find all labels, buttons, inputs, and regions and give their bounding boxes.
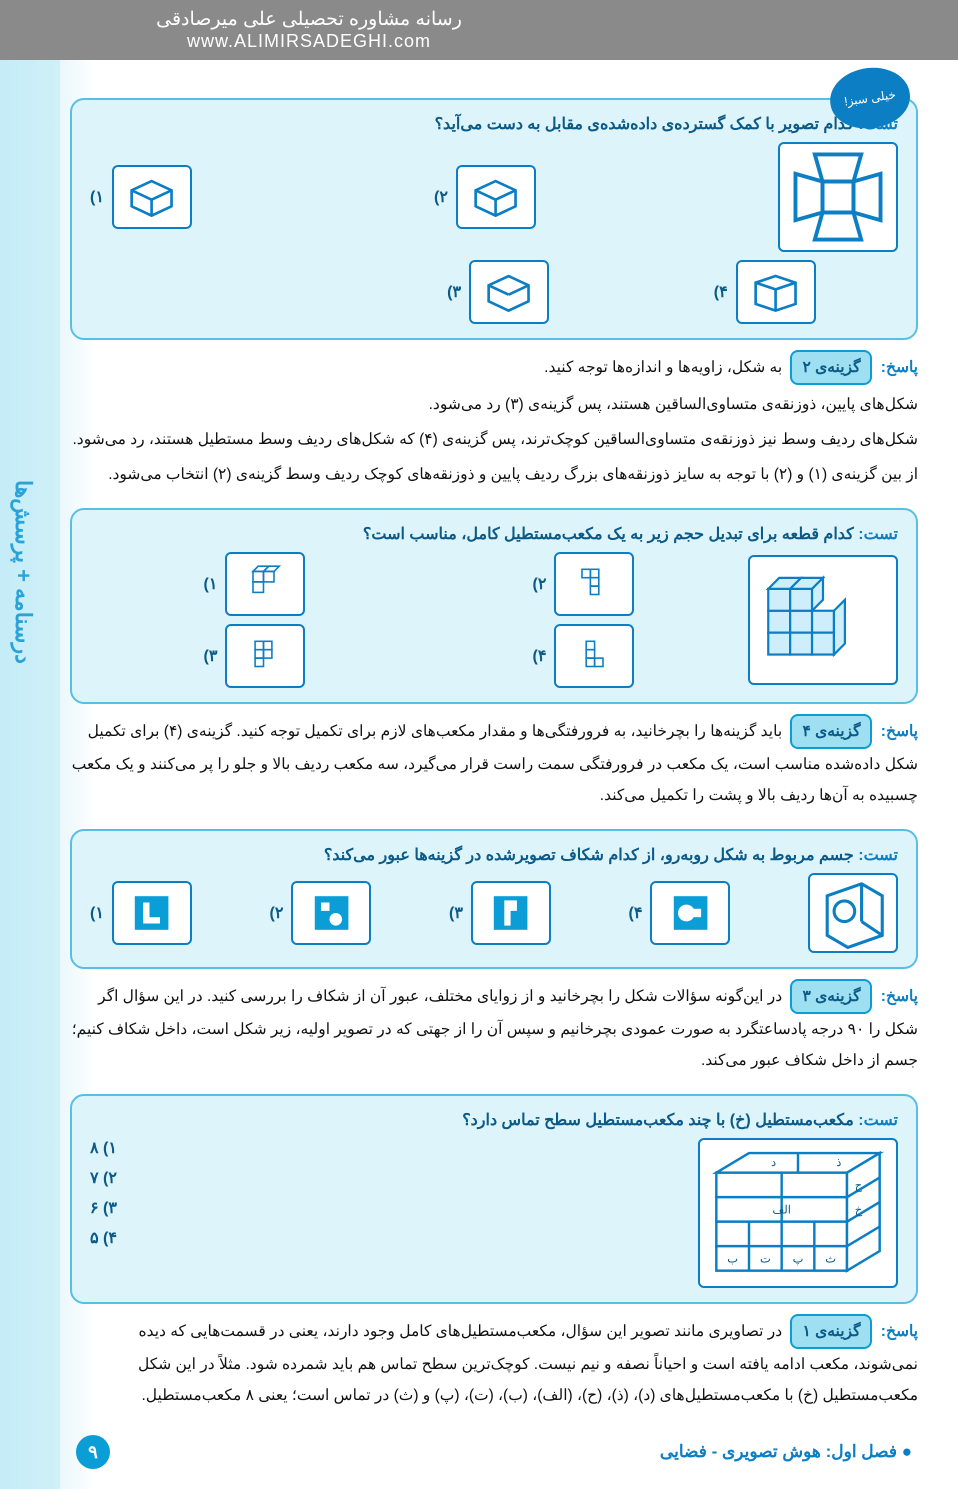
answer-badge: گزینه‌ی ۴ xyxy=(790,714,872,749)
q1-opt-4: ۴) xyxy=(714,260,816,324)
svg-text:الف: الف xyxy=(772,1204,790,1216)
footer: ● فصل اول: هوش تصویری - فضایی ۹ xyxy=(70,1435,918,1469)
q2-answer: پاسخ: گزینه‌ی ۴ باید گزینه‌ها را بچرخانی… xyxy=(70,714,918,811)
q1-exp3: از بین گزینه‌ی (۱) و (۲) با توجه به سایز… xyxy=(70,459,918,490)
q1-opt-2: ۲) xyxy=(434,142,536,252)
side-label: درسنامه + پرسش‌ها xyxy=(10,480,36,664)
q1-answer: پاسخ: گزینه‌ی ۲ به شکل، زاویه‌ها و انداز… xyxy=(70,350,918,385)
slot-icon xyxy=(291,881,371,945)
svg-text:ث: ث xyxy=(825,1253,836,1265)
banner-line2: www.ALIMIRSADEGHI.com xyxy=(20,31,938,52)
question-4: تست: مکعب‌مستطیل (خ) با چند مکعب‌مستطیل … xyxy=(70,1094,918,1304)
side-decoration xyxy=(0,60,60,1489)
q1-exp2: شکل‌های ردیف وسط نیز ذوزنقه‌ی متساوی‌الس… xyxy=(70,424,918,455)
cube-icon xyxy=(736,260,816,324)
q4-answer: پاسخ: گزینه‌ی ۱ در تصاویری مانند تصویر ا… xyxy=(70,1314,918,1411)
q4-opt-2: ۲) ۷ xyxy=(90,1168,117,1188)
q3-opt-2: ۲) xyxy=(270,881,372,945)
top-banner: رسانه مشاوره تحصیلی علی میرصادقی www.ALI… xyxy=(0,0,958,60)
q1-title: تست: کدام تصویر با کمک گسترده‌ی داده‌شده… xyxy=(90,114,898,134)
net-figure xyxy=(778,142,898,252)
q2-title: تست: کدام قطعه برای تبدیل حجم زیر به یک … xyxy=(90,524,898,544)
blocks-icon xyxy=(225,624,305,688)
q1-exp1: شکل‌های پایین، ذوزنقه‌ی متساوی‌الساقین ه… xyxy=(70,389,918,420)
blocks-icon xyxy=(554,624,634,688)
svg-text:خ: خ xyxy=(855,1204,863,1216)
answer-badge: گزینه‌ی ۲ xyxy=(790,350,872,385)
q4-opt-3: ۳) ۶ xyxy=(90,1198,117,1218)
q2-opt-2: ۲) xyxy=(533,552,635,616)
q4-title: تست: مکعب‌مستطیل (خ) با چند مکعب‌مستطیل … xyxy=(90,1110,898,1130)
banner-line1: رسانه مشاوره تحصیلی علی میرصادقی xyxy=(20,8,938,31)
main-blocks-figure xyxy=(748,555,898,685)
question-2: تست: کدام قطعه برای تبدیل حجم زیر به یک … xyxy=(70,508,918,704)
q4-options: ۱) ۸ ۲) ۷ ۳) ۶ ۴) ۵ xyxy=(90,1138,117,1248)
q1-text: کدام تصویر با کمک گسترده‌ی داده‌شده‌ی مق… xyxy=(435,116,854,133)
blocks-icon xyxy=(225,552,305,616)
svg-text:ب: ب xyxy=(727,1253,738,1265)
q2-opt-3: ۳) xyxy=(204,624,306,688)
question-3: تست: جسم مربوط به شکل روبه‌رو، از کدام ش… xyxy=(70,829,918,969)
q1-opt-1: ۱) xyxy=(90,142,192,252)
q3-title: تست: جسم مربوط به شکل روبه‌رو، از کدام ش… xyxy=(90,845,898,865)
q2-opt-1: ۱) xyxy=(204,552,306,616)
cube-icon xyxy=(456,165,536,229)
cube-icon xyxy=(112,165,192,229)
chapter-title: ● فصل اول: هوش تصویری - فضایی xyxy=(660,1442,912,1462)
page-number: ۹ xyxy=(76,1435,110,1469)
blocks-icon xyxy=(554,552,634,616)
svg-text:ذ: ذ xyxy=(836,1157,841,1169)
q4-opt-4: ۴) ۵ xyxy=(90,1228,117,1248)
q1-opt-3: ۳) xyxy=(447,260,549,324)
cube-icon xyxy=(469,260,549,324)
answer-badge: گزینه‌ی ۱ xyxy=(790,1314,872,1349)
page: درسنامه + پرسش‌ها خیلی سبز! تست: کدام تص… xyxy=(0,60,958,1489)
solid-figure xyxy=(808,873,898,953)
q3-opt-1: ۱) xyxy=(90,881,192,945)
cuboid-stack-figure: د ذ ح خ الف ب ت پ ث xyxy=(698,1138,898,1288)
answer-badge: گزینه‌ی ۳ xyxy=(790,979,872,1014)
q3-opt-3: ۳) xyxy=(449,881,551,945)
svg-text:ت: ت xyxy=(760,1253,771,1265)
slot-icon xyxy=(471,881,551,945)
slot-icon xyxy=(650,881,730,945)
q3-answer: پاسخ: گزینه‌ی ۳ در این‌گونه سؤالات شکل ر… xyxy=(70,979,918,1076)
slot-icon xyxy=(112,881,192,945)
svg-text:ح: ح xyxy=(855,1180,863,1192)
q4-opt-1: ۱) ۸ xyxy=(90,1138,117,1158)
svg-text:پ: پ xyxy=(793,1253,804,1265)
question-1: تست: کدام تصویر با کمک گسترده‌ی داده‌شده… xyxy=(70,98,918,340)
q2-opt-4: ۴) xyxy=(533,624,635,688)
svg-text:د: د xyxy=(771,1157,776,1169)
q3-opt-4: ۴) xyxy=(629,881,731,945)
